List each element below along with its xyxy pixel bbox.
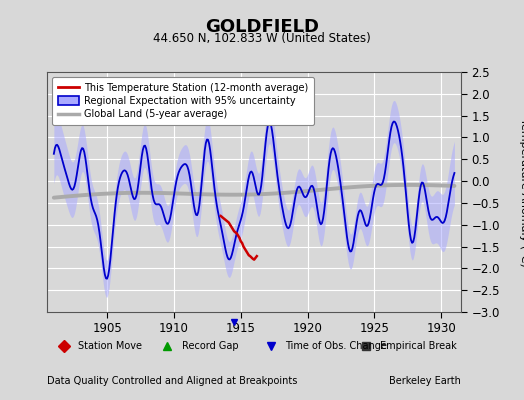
Text: Data Quality Controlled and Aligned at Breakpoints: Data Quality Controlled and Aligned at B… [47, 376, 298, 386]
Text: 44.650 N, 102.833 W (United States): 44.650 N, 102.833 W (United States) [153, 32, 371, 45]
Text: Berkeley Earth: Berkeley Earth [389, 376, 461, 386]
Text: Empirical Break: Empirical Break [380, 341, 457, 351]
Y-axis label: Temperature Anomaly (°C): Temperature Anomaly (°C) [519, 118, 524, 266]
Text: Record Gap: Record Gap [182, 341, 238, 351]
Text: GOLDFIELD: GOLDFIELD [205, 18, 319, 36]
Legend: This Temperature Station (12-month average), Regional Expectation with 95% uncer: This Temperature Station (12-month avera… [52, 77, 314, 125]
Text: Time of Obs. Change: Time of Obs. Change [285, 341, 387, 351]
Text: Station Move: Station Move [78, 341, 142, 351]
